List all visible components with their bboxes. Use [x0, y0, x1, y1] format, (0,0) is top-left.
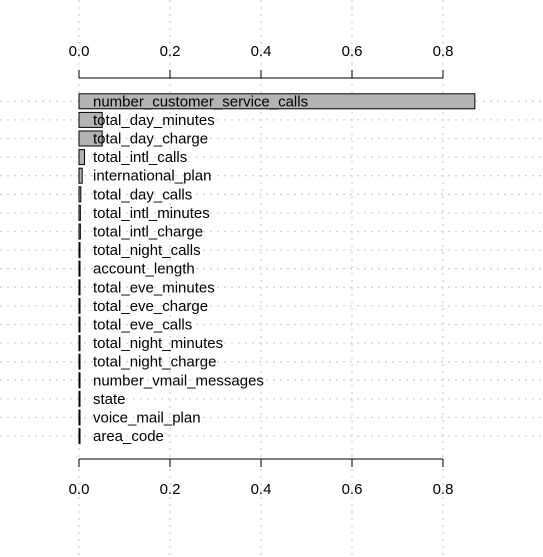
- bottom-axis: 0.0 0.2 0.4 0.6 0.8: [69, 458, 454, 498]
- bar-label: international_plan: [93, 168, 211, 185]
- bar: [78, 428, 81, 445]
- bar: [78, 167, 83, 184]
- bar: [78, 149, 85, 166]
- bar-label: total_day_minutes: [93, 112, 215, 129]
- bar: [78, 223, 81, 240]
- bar: [78, 93, 476, 110]
- bar-label: total_eve_charge: [93, 298, 208, 315]
- tick-label: 0.4: [251, 481, 272, 498]
- bar: [78, 111, 103, 128]
- bar-label: voice_mail_plan: [93, 410, 201, 427]
- tick-label: 0.2: [160, 43, 181, 60]
- tick-label: 0.6: [342, 481, 363, 498]
- bar: [78, 335, 81, 352]
- bar-label: number_customer_service_calls: [93, 93, 308, 110]
- bar-label: account_length: [93, 261, 195, 278]
- tick-label: 0.6: [342, 43, 363, 60]
- bar-label: total_day_charge: [93, 131, 208, 148]
- bar: [78, 409, 81, 426]
- bar-label: total_night_charge: [93, 354, 216, 371]
- bar-label: total_intl_calls: [93, 149, 187, 166]
- bar-label: total_eve_minutes: [93, 279, 215, 296]
- bar: [78, 130, 103, 147]
- tick-label: 0.8: [433, 43, 454, 60]
- bar-label: area_code: [93, 428, 164, 445]
- bar: [78, 204, 81, 221]
- tick-label: 0.2: [160, 481, 181, 498]
- bar-label: total_night_calls: [93, 242, 201, 259]
- bar-label: total_night_minutes: [93, 335, 223, 352]
- tick-label: 0.4: [251, 43, 272, 60]
- bar-label: total_intl_charge: [93, 224, 203, 241]
- bar: [78, 297, 81, 314]
- tick-label: 0.0: [69, 43, 90, 60]
- tick-label: 0.8: [433, 481, 454, 498]
- bars-layer: number_customer_service_calls total_day_m…: [78, 93, 476, 445]
- bar: [78, 316, 81, 333]
- tick-label: 0.0: [69, 481, 90, 498]
- bar-label: total_eve_calls: [93, 317, 192, 334]
- bar: [78, 390, 81, 407]
- bar: [78, 353, 81, 370]
- bar-label: total_intl_minutes: [93, 205, 210, 222]
- bar: [78, 186, 82, 203]
- bar: [78, 242, 81, 259]
- bar-label: state: [93, 391, 126, 408]
- top-axis: 0.0 0.2 0.4 0.6 0.8: [69, 43, 454, 79]
- bar: [78, 279, 81, 296]
- bar: [78, 260, 81, 277]
- bar-label: total_day_calls: [93, 186, 192, 203]
- bar-label: number_vmail_messages: [93, 372, 264, 389]
- bar: [78, 372, 81, 389]
